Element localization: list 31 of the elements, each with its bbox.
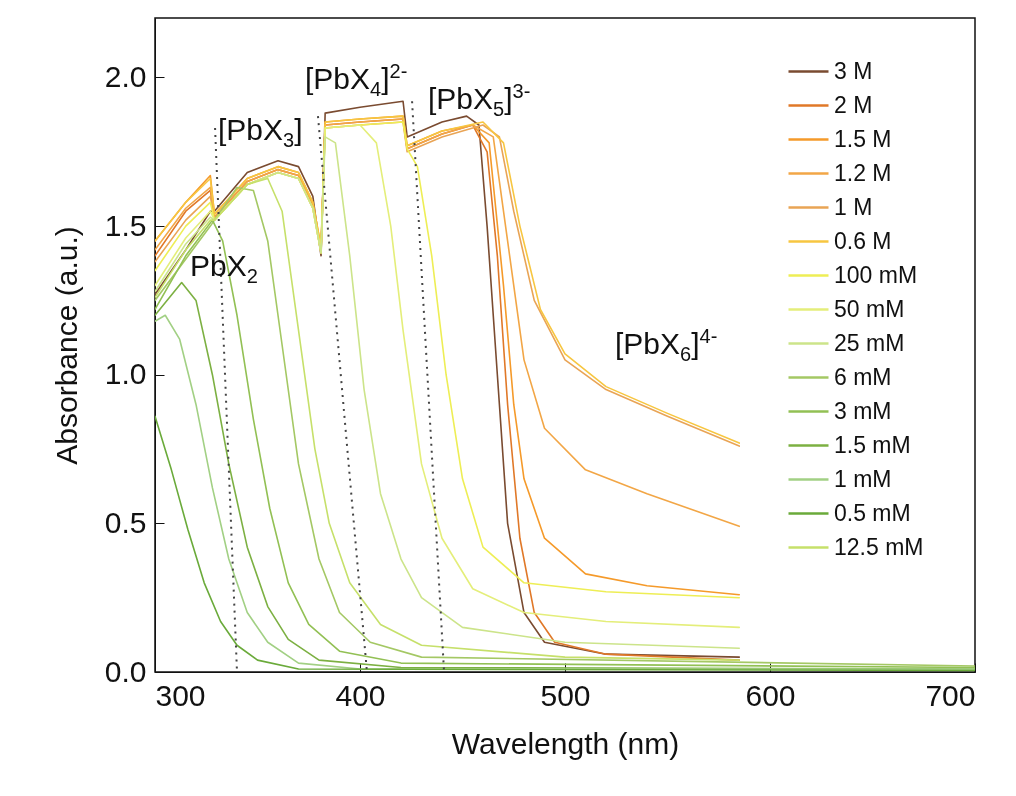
legend-label: 6 mM [834, 363, 892, 390]
legend-label: 1.2 M [834, 159, 892, 186]
annotation: [PbX$_{4}$]$^{2-}$ [305, 60, 408, 100]
legend-label: 1.5 M [834, 125, 892, 152]
x-tick-label: 500 [540, 678, 591, 712]
legend-label: 3 mM [834, 397, 892, 424]
legend-label: 1.5 mM [834, 431, 911, 458]
annotation: [PbX$_{5}$]$^{3-}$ [428, 80, 531, 120]
y-tick-label: 1.5 [104, 208, 147, 242]
legend-label: 50 mM [834, 295, 905, 322]
x-tick-label: 300 [155, 678, 206, 712]
annotation: [PbX$_{3}$] [218, 112, 303, 151]
legend-label: 1 M [834, 193, 873, 220]
legend-label: 25 mM [834, 329, 905, 356]
y-axis-title: Absorbance (a.u.) [49, 226, 83, 465]
y-tick-label: 0.5 [104, 505, 147, 539]
x-tick-label: 400 [335, 678, 386, 712]
x-axis-title: Wavelength (nm) [451, 726, 680, 760]
x-tick-label: 600 [745, 678, 796, 712]
legend-label: 3 M [834, 57, 873, 84]
legend-label: 1 mM [834, 465, 892, 492]
legend-label: 2 M [834, 91, 873, 118]
y-tick-label: 2.0 [104, 59, 147, 93]
y-tick-label: 1.0 [104, 357, 147, 391]
legend-label: 12.5 mM [834, 533, 924, 560]
annotation: [PbX$_{6}$]$^{4-}$ [615, 325, 718, 365]
x-tick-label: 700 [925, 678, 976, 712]
y-tick-label: 0.0 [104, 654, 147, 688]
legend-label: 0.5 mM [834, 499, 911, 526]
legend-label: 0.6 M [834, 227, 892, 254]
legend-label: 100 mM [834, 261, 918, 288]
